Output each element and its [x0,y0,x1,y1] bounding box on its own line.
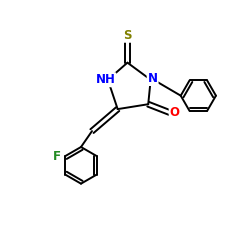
Text: S: S [123,29,132,42]
Text: N: N [148,72,158,85]
Text: O: O [170,106,179,119]
Text: NH: NH [96,73,116,86]
Text: F: F [52,150,60,163]
